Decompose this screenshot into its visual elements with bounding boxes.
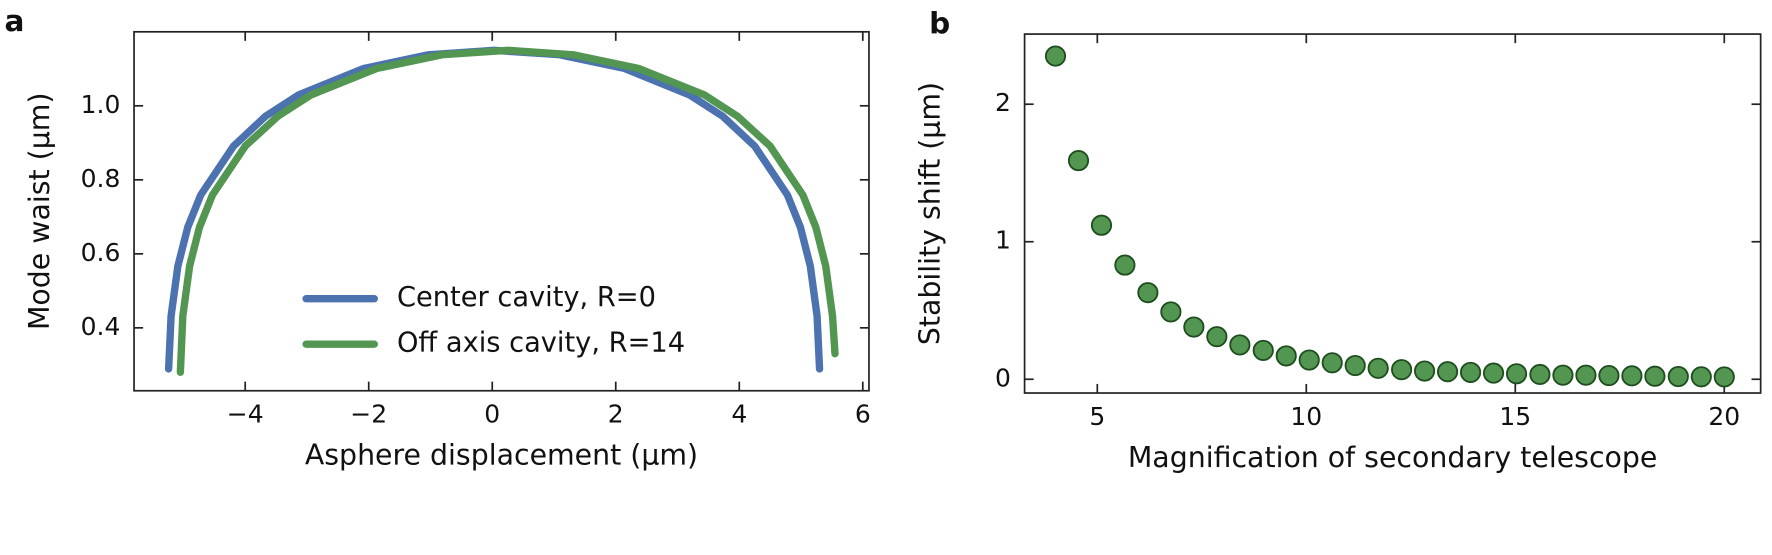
scatter-point [1690, 366, 1712, 388]
x-tick-label: 4 [731, 400, 747, 429]
scatter-point [1667, 365, 1689, 388]
y-tick-label: 0 [995, 363, 1011, 392]
x-tick-label: 5 [1089, 402, 1105, 431]
scatter-point [1344, 354, 1366, 377]
scatter-point [1090, 214, 1113, 236]
scatter-point [1552, 364, 1574, 386]
x-tick-label: 10 [1290, 402, 1322, 431]
scatter-point [1621, 365, 1643, 387]
scatter-point [1067, 150, 1090, 172]
scatter-point [1575, 364, 1597, 386]
scatter-point [1229, 334, 1251, 356]
scatter-point [1321, 352, 1343, 374]
scatter-point [1114, 254, 1136, 276]
y-tick-label: 1.0 [81, 90, 121, 119]
y-tick-label: 0.8 [81, 164, 121, 193]
x-tick-label: −2 [350, 400, 387, 429]
y-axis-label: Stability shift (µm) [913, 82, 946, 345]
scatter-point [1275, 345, 1297, 367]
x-tick-label: 0 [484, 400, 500, 429]
y-tick-label: 1 [995, 226, 1011, 255]
scatter-point [1160, 301, 1182, 323]
panel-label: a [5, 4, 25, 38]
scatter-point [1137, 282, 1159, 304]
scatter-point [1391, 359, 1413, 381]
legend-label: Center cavity, R=0 [397, 282, 656, 313]
x-tick-label: 15 [1499, 402, 1531, 431]
x-tick-label: 6 [855, 400, 871, 429]
scatter-point [1044, 45, 1067, 67]
y-tick-label: 2 [995, 88, 1011, 117]
scatter-point [1437, 361, 1459, 383]
scatter-point [1644, 365, 1666, 387]
x-tick-label: 2 [608, 400, 624, 429]
scatter-point [1414, 360, 1436, 382]
scatter-point [1505, 363, 1528, 385]
x-tick-label: 20 [1708, 402, 1740, 431]
legend-label: Off axis cavity, R=14 [397, 328, 685, 359]
x-axis-label: Asphere displacement (µm) [305, 439, 698, 472]
y-tick-label: 0.4 [81, 312, 121, 341]
panel-label: b [929, 6, 950, 40]
scatter-point [1367, 357, 1389, 379]
y-tick-label: 0.6 [81, 238, 121, 267]
scatter-point [1482, 362, 1505, 384]
axes-frame [1023, 33, 1762, 394]
scatter-point [1206, 326, 1228, 348]
scatter-point [1183, 316, 1205, 338]
y-axis-label: Mode waist (µm) [23, 92, 56, 330]
axes-frame [133, 30, 870, 392]
line-series [164, 46, 824, 373]
scatter-point [1529, 363, 1551, 386]
scatter-point [1298, 349, 1320, 371]
x-axis-label: Magnification of secondary telescope [1128, 441, 1658, 474]
x-tick-label: −4 [227, 400, 264, 429]
scatter-point [1598, 364, 1620, 387]
scatter-point [1252, 339, 1274, 361]
line-series [176, 46, 839, 376]
scatter-point [1459, 361, 1482, 383]
scatter-point [1713, 366, 1735, 388]
